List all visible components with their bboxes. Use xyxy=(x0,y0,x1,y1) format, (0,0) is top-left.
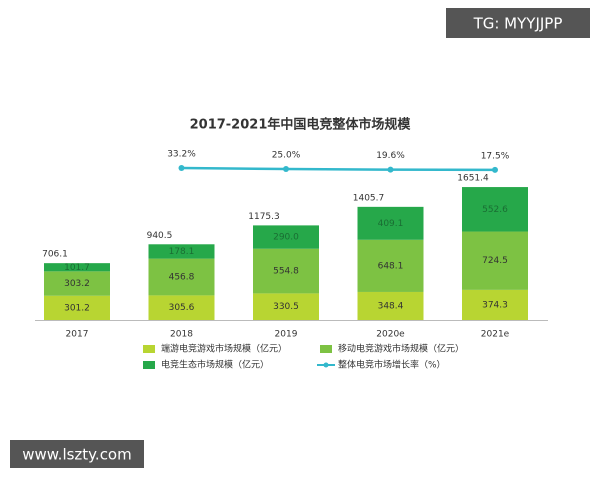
chart-title: 2017-2021年中国电竞整体市场规模 xyxy=(190,117,412,133)
bar-segment xyxy=(357,206,424,240)
legend-label: 电竞生态市场规模（亿元） xyxy=(161,359,269,371)
total-label: 706.1 xyxy=(42,250,68,260)
x-tick-label: 2018 xyxy=(170,330,193,340)
legend-swatch xyxy=(143,345,155,353)
growth-line xyxy=(181,166,496,172)
watermark: www.lszty.com xyxy=(22,446,131,464)
total-label: 1175.3 xyxy=(248,212,280,222)
bar-segment xyxy=(357,291,424,320)
data-label: 290.0 xyxy=(273,233,299,243)
bar-segment xyxy=(357,239,424,292)
growth-label: 25.0% xyxy=(272,151,301,161)
data-label: 409.1 xyxy=(378,219,404,229)
bar-segment xyxy=(44,263,110,272)
x-tick-label: 2021e xyxy=(481,330,510,340)
x-tick-label: 2020e xyxy=(376,330,405,340)
data-label: 301.2 xyxy=(64,303,90,313)
data-label: 330.5 xyxy=(273,302,299,312)
data-label: 724.5 xyxy=(482,256,508,266)
total-label: 1405.7 xyxy=(353,193,385,203)
x-tick-label: 2017 xyxy=(66,330,89,340)
growth-point xyxy=(178,165,185,172)
data-label: 552.6 xyxy=(482,205,508,215)
data-label: 101.7 xyxy=(64,263,90,273)
growth-point xyxy=(283,166,289,172)
watermark: TG: MYYJJPP xyxy=(473,15,563,33)
growth-label: 33.2% xyxy=(167,150,196,160)
watermark-bg xyxy=(10,440,144,468)
data-label: 348.4 xyxy=(378,301,404,311)
bar-segment xyxy=(148,244,215,259)
bar-segment xyxy=(44,295,110,320)
data-label: 178.1 xyxy=(169,247,195,257)
bar-segment xyxy=(253,225,319,249)
data-label: 648.1 xyxy=(378,261,404,271)
bar-segment xyxy=(253,248,319,294)
bar-segment xyxy=(44,271,110,296)
legend-label: 移动电竞游戏市场规模（亿元） xyxy=(338,343,464,355)
legend-label: 端游电竞游戏市场规模（亿元） xyxy=(161,343,287,355)
total-label: 940.5 xyxy=(147,231,173,241)
legend-swatch xyxy=(143,361,155,369)
growth-point xyxy=(492,166,498,173)
bar-segment xyxy=(462,231,528,290)
data-label: 456.8 xyxy=(169,273,195,283)
growth-label: 19.6% xyxy=(376,151,405,161)
legend-swatch xyxy=(323,362,329,368)
data-label: 303.2 xyxy=(64,279,90,289)
legend-label: 整体电竞市场增长率（%） xyxy=(338,359,446,371)
x-tick-label: 2019 xyxy=(275,330,298,340)
data-label: 374.3 xyxy=(482,300,508,310)
growth-label: 17.5% xyxy=(481,151,510,161)
bar-segment xyxy=(148,258,215,296)
growth-point xyxy=(387,166,394,173)
bar-segment xyxy=(462,289,528,320)
total-label: 1651.4 xyxy=(457,174,489,184)
data-label: 554.8 xyxy=(273,267,299,277)
legend-swatch xyxy=(320,345,332,353)
bar-segment xyxy=(462,187,528,232)
bar-segment xyxy=(253,293,319,320)
data-label: 305.6 xyxy=(169,303,195,313)
watermark-bg xyxy=(446,8,590,38)
bar-segment xyxy=(148,295,215,320)
